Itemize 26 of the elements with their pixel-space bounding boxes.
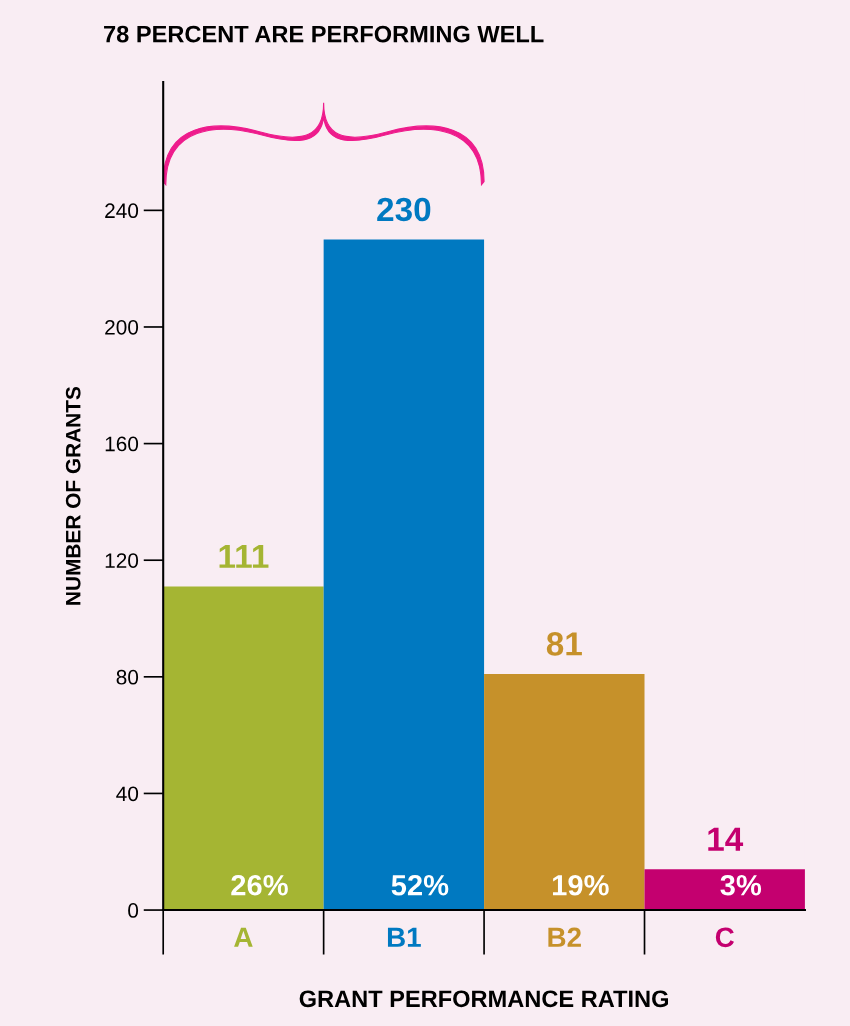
annotation: 3% bbox=[720, 874, 762, 896]
y-axis-title: NUMBER OF GRANTS bbox=[65, 386, 81, 605]
x-axis-title: GRANT PERFORMANCE RATING bbox=[299, 990, 668, 1008]
x-tick-label: C bbox=[715, 927, 734, 948]
bar bbox=[163, 586, 324, 911]
y-tick-label: 0 bbox=[128, 903, 139, 918]
data-label: 81 bbox=[546, 632, 582, 656]
y-tick-label: 40 bbox=[116, 786, 139, 802]
annotation: 26% bbox=[231, 874, 288, 896]
x-tick-label: B1 bbox=[387, 927, 421, 947]
x-tick-label: B2 bbox=[548, 927, 581, 947]
y-tick-label: 160 bbox=[105, 436, 139, 452]
y-tick-label: 200 bbox=[105, 319, 139, 335]
x-tick-label: A bbox=[234, 927, 253, 947]
bar bbox=[323, 239, 485, 911]
bar bbox=[484, 673, 645, 911]
y-tick-label: 240 bbox=[105, 203, 139, 219]
data-label: 230 bbox=[377, 197, 431, 222]
y-tick-label: 80 bbox=[116, 669, 139, 685]
data-label: 111 bbox=[219, 544, 269, 568]
data-label: 14 bbox=[708, 827, 744, 851]
y-tick-label: 120 bbox=[105, 553, 139, 568]
annotation: 19% bbox=[552, 874, 609, 896]
text: 78 PERCENT ARE PERFORMING WELL bbox=[104, 25, 544, 43]
bar bbox=[644, 869, 805, 911]
annotation: 52% bbox=[391, 874, 449, 896]
